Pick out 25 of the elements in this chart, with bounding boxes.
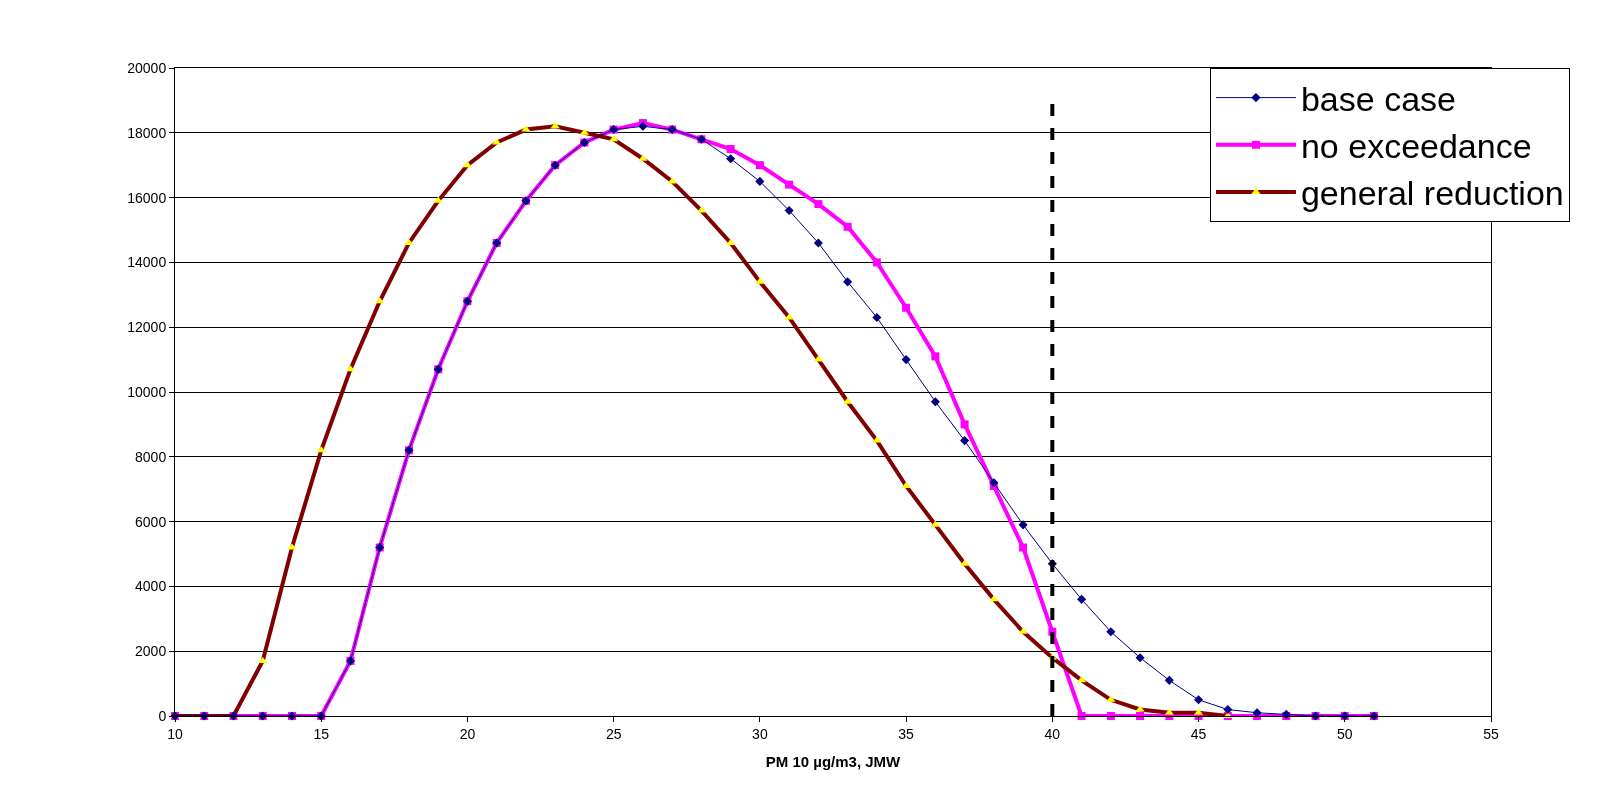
- x-tick-label: 50: [1336, 725, 1353, 742]
- x-tick-label: 40: [1044, 725, 1061, 742]
- y-tick-label: 18000: [127, 124, 167, 141]
- legend-label: no exceedance: [1300, 127, 1532, 166]
- x-tick-label: 10: [167, 725, 183, 742]
- y-tick-label: 0: [158, 707, 167, 724]
- y-tick-label: 6000: [135, 513, 167, 530]
- x-tick-label: 55: [1483, 725, 1499, 742]
- y-tick-label: 20000: [127, 59, 167, 76]
- y-tick-label: 2000: [135, 643, 167, 660]
- legend-label: base case: [1300, 79, 1456, 118]
- x-tick-label: 35: [898, 725, 915, 742]
- y-tick-label: 16000: [127, 189, 167, 206]
- x-tick-label: 25: [605, 725, 622, 742]
- y-tick-label: 8000: [135, 448, 167, 465]
- x-tick-label: 45: [1190, 725, 1207, 742]
- y-tick-label: 12000: [127, 319, 167, 336]
- x-tick-label: 20: [459, 725, 476, 742]
- y-tick-label: 4000: [135, 578, 167, 595]
- x-tick-label: 30: [752, 725, 768, 742]
- x-tick-label: 15: [313, 725, 330, 742]
- legend-label: general reduction: [1300, 174, 1564, 213]
- x-axis-title: PM 10 µg/m3, JMW: [765, 752, 902, 770]
- y-tick-label: 14000: [127, 254, 167, 271]
- y-tick-label: 10000: [127, 383, 167, 400]
